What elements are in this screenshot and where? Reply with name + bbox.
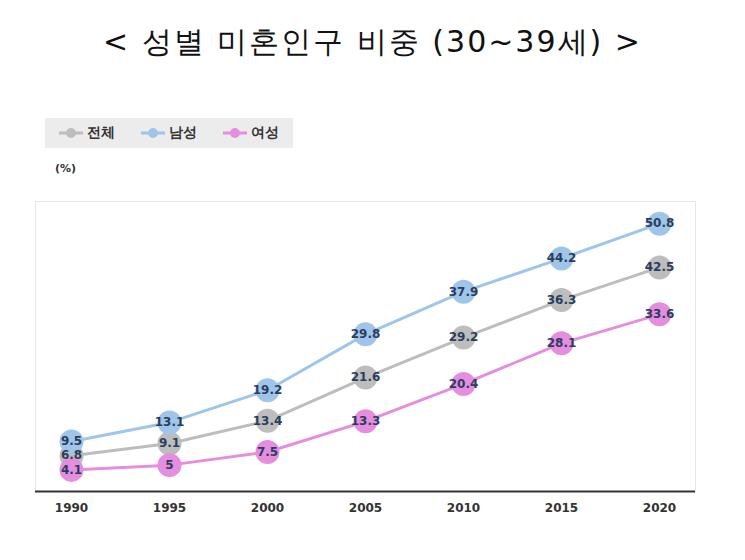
- svg-text:6.8: 6.8: [61, 448, 82, 462]
- svg-text:36.3: 36.3: [547, 293, 577, 307]
- svg-text:2005: 2005: [349, 501, 382, 515]
- html-text:전체: 전체: [87, 124, 115, 140]
- svg-text:13.1: 13.1: [155, 415, 185, 429]
- svg-text:13.4: 13.4: [253, 414, 283, 428]
- svg-text:2020: 2020: [643, 501, 676, 515]
- svg-text:29.8: 29.8: [351, 327, 381, 341]
- svg-text:19.2: 19.2: [253, 383, 283, 397]
- svg-text:44.2: 44.2: [547, 251, 577, 265]
- svg-text:9.1: 9.1: [159, 436, 180, 450]
- svg-text:37.9: 37.9: [449, 285, 479, 299]
- svg-text:1990: 1990: [55, 501, 88, 515]
- svg-text:2010: 2010: [447, 501, 480, 515]
- svg-text:33.6: 33.6: [645, 307, 675, 321]
- svg-text:42.5: 42.5: [645, 260, 675, 274]
- svg-text:2000: 2000: [251, 501, 284, 515]
- svg-text:21.6: 21.6: [351, 370, 381, 384]
- svg-text:5: 5: [165, 458, 173, 472]
- svg-text:4.1: 4.1: [61, 463, 82, 477]
- html-text:남성: 남성: [169, 124, 197, 140]
- svg-text:50.8: 50.8: [645, 216, 675, 230]
- svg-text:1995: 1995: [153, 501, 186, 515]
- svg-text:7.5: 7.5: [257, 445, 278, 459]
- svg-text:9.5: 9.5: [61, 434, 82, 448]
- svg-text:29.2: 29.2: [449, 330, 479, 344]
- svg-text:28.1: 28.1: [547, 336, 577, 350]
- svg-text:20.4: 20.4: [449, 377, 479, 391]
- html-text:여성: 여성: [251, 124, 279, 140]
- svg-text:13.3: 13.3: [351, 414, 381, 428]
- html-text:< 성별 미혼인구 비중 (30~39세) >: < 성별 미혼인구 비중 (30~39세) >: [103, 24, 642, 59]
- svg-text:2015: 2015: [545, 501, 578, 515]
